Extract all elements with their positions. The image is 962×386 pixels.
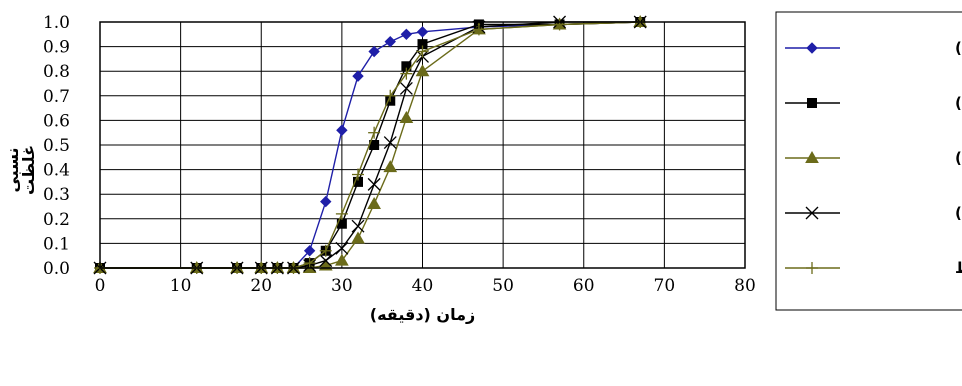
- x-tick-label: 10: [170, 276, 192, 296]
- x-tick-label: 20: [250, 276, 272, 296]
- x-tick-label: 50: [492, 276, 514, 296]
- legend-label: نمونه مخلوط: [955, 259, 962, 277]
- y-tick-label: 1.0: [43, 13, 70, 33]
- data-point: [383, 160, 398, 173]
- y-tick-label: 0.4: [43, 161, 70, 181]
- legend: نمونه (1) نمونه (2) نمونه (3) نمونه (4) نمون…: [775, 11, 962, 311]
- y-tick-label: 0.8: [43, 62, 70, 82]
- data-point-stroke: [399, 81, 413, 95]
- data-point-stroke: [367, 177, 381, 191]
- data-point: [303, 245, 316, 257]
- y-tick-label: 0.5: [43, 136, 70, 156]
- plot-frame: [99, 21, 746, 269]
- data-point: [335, 253, 349, 266]
- data-point: [367, 197, 381, 210]
- data-point: [384, 89, 397, 102]
- data-point: [336, 124, 348, 136]
- data-point: [553, 18, 566, 31]
- data-point-stroke: [383, 136, 397, 149]
- data-point: [416, 26, 429, 38]
- y-tick-label: 0.1: [43, 234, 70, 254]
- legend-label: نمونه (1): [955, 39, 962, 57]
- data-point: [368, 126, 381, 139]
- y-tick-label: 0.6: [43, 111, 70, 131]
- x-tick-label: 60: [573, 276, 595, 296]
- y-tick-label: 0.7: [43, 87, 70, 107]
- data-point: [415, 64, 430, 77]
- y-tick-label: 0.3: [43, 185, 70, 205]
- data-point: [319, 244, 332, 257]
- x-tick-label: 70: [654, 276, 676, 296]
- legend-item: نمونه مخلوط: [785, 259, 962, 277]
- data-point: [367, 177, 381, 191]
- legend-item: نمونه (2): [785, 94, 962, 112]
- legend-label: نمونه (2): [955, 94, 962, 112]
- legend-item: نمونه (4): [785, 204, 962, 222]
- data-point: [805, 150, 819, 163]
- data-point-stroke: [805, 206, 819, 220]
- data-point: [352, 168, 364, 181]
- data-point: [335, 207, 348, 220]
- y-tick-label: 0.0: [43, 259, 70, 279]
- data-point: [319, 254, 333, 268]
- legend-item: نمونه (3): [785, 149, 962, 167]
- y-axis-title-part-1: غلظت: [19, 145, 38, 195]
- data-point: [368, 45, 380, 58]
- x-axis-title: زمان (دقیقه): [370, 305, 475, 324]
- legend-label: نمونه (4): [955, 204, 962, 222]
- data-point-stroke: [319, 254, 333, 268]
- data-point: [806, 42, 818, 54]
- data-point: [399, 81, 413, 95]
- legend-label: نمونه (3): [955, 149, 962, 167]
- data-point: [416, 45, 429, 58]
- data-point: [400, 67, 413, 80]
- data-point: [384, 35, 396, 48]
- x-tick-label: 0: [95, 276, 106, 296]
- x-tick-label: 30: [331, 276, 353, 296]
- x-tick-label: 80: [734, 276, 756, 296]
- data-point-stroke: [351, 219, 365, 233]
- data-point: [805, 206, 819, 220]
- y-axis-title-part-2: نسبی: [3, 147, 22, 192]
- data-point: [383, 136, 397, 149]
- data-point: [472, 23, 485, 36]
- data-point-stroke: [335, 241, 349, 255]
- data-point: [399, 110, 414, 123]
- data-point: [303, 257, 316, 270]
- y-tick-label: 0.9: [43, 38, 70, 58]
- grid: [99, 21, 746, 269]
- data-point: [352, 70, 364, 82]
- data-point: [351, 219, 365, 233]
- data-point: [807, 98, 817, 108]
- data-point: [400, 28, 413, 41]
- legend-box: [775, 11, 962, 311]
- x-tick-label: 40: [412, 276, 434, 296]
- data-point: [806, 262, 818, 274]
- data-point: [335, 241, 349, 255]
- axes: 0 10 20 30 40 50 60 70 80 0.0 0.1 0.2 0.3 0.4 0.5 0.6 0.…: [43, 13, 756, 296]
- data-point: [320, 195, 332, 208]
- y-tick-label: 0.2: [43, 210, 70, 230]
- data-point: [351, 231, 365, 244]
- legend-item: نمونه (1): [785, 39, 962, 57]
